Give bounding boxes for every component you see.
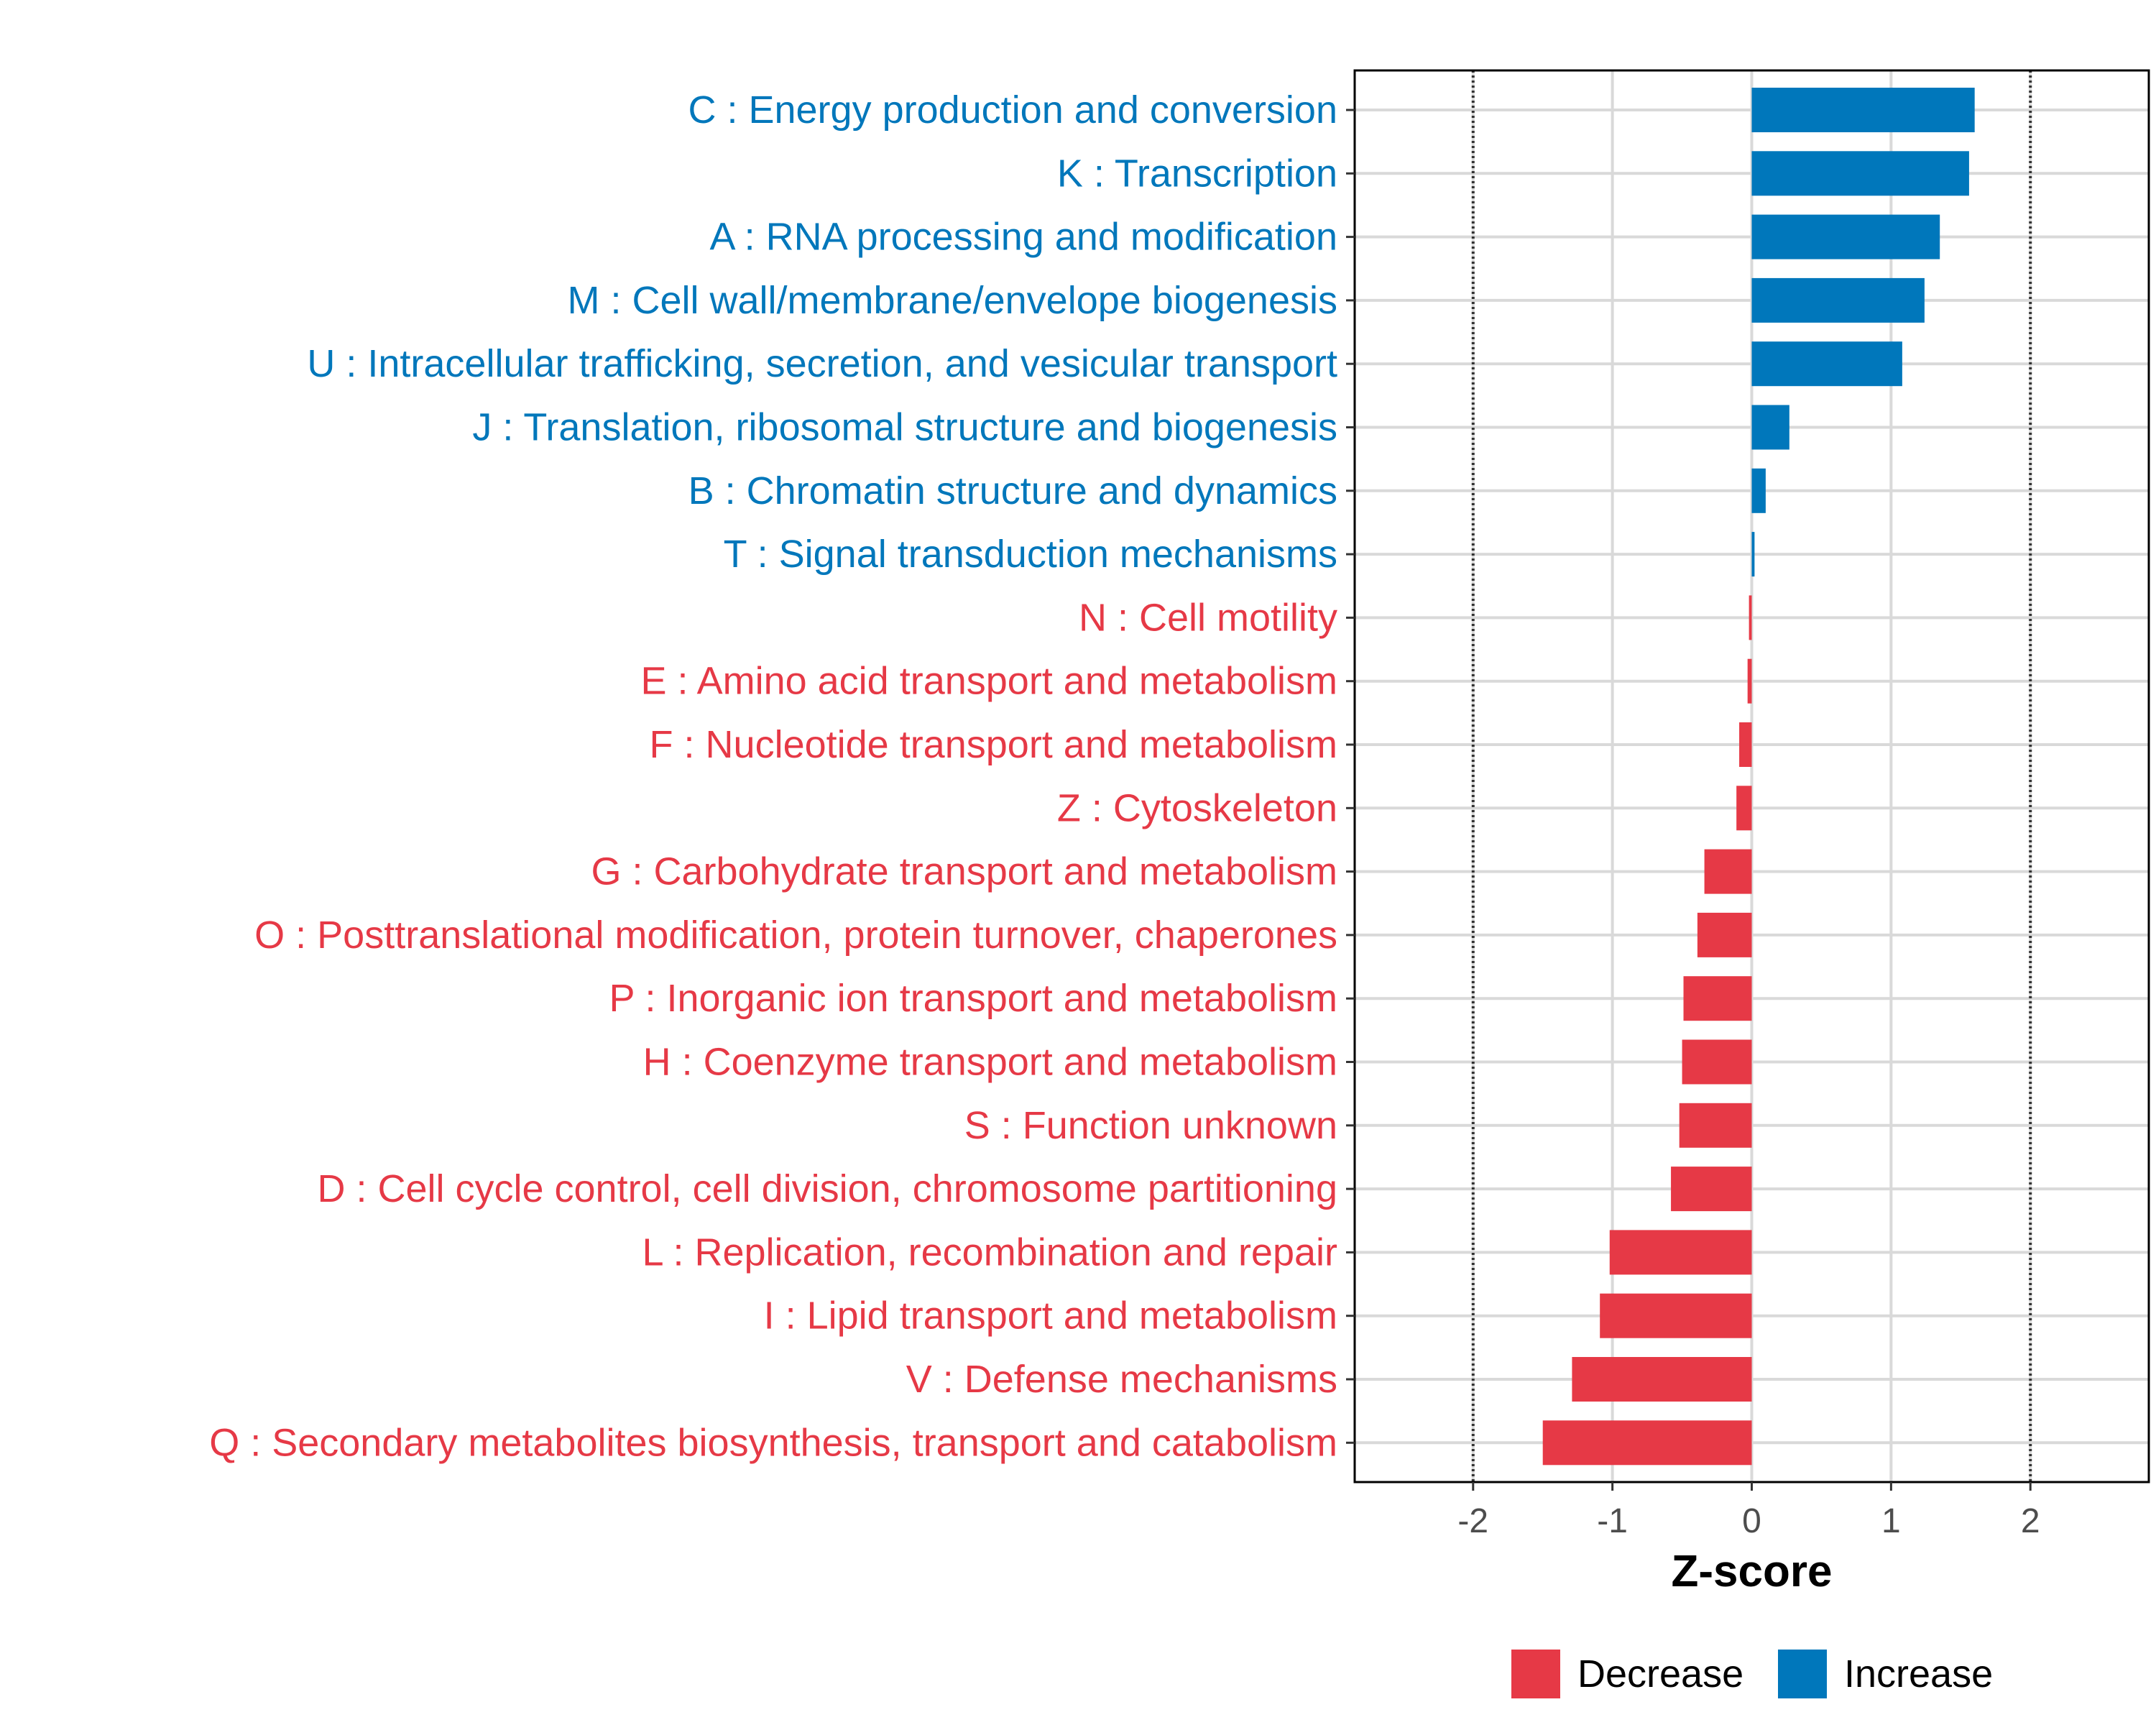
bar: [1671, 1167, 1752, 1212]
x-tick-label: -2: [1457, 1502, 1488, 1540]
bar: [1751, 468, 1766, 513]
legend-swatch: [1778, 1650, 1827, 1698]
category-label: H : Coenzyme transport and metabolism: [643, 1041, 1337, 1084]
x-tick-label: -1: [1597, 1502, 1628, 1540]
x-tick-label: 0: [1742, 1502, 1761, 1540]
category-label: T : Signal transduction mechanisms: [724, 533, 1337, 576]
reference-lines: [1471, 70, 2032, 1482]
category-label: M : Cell wall/membrane/envelope biogenes…: [567, 279, 1337, 322]
legend-label: Increase: [1844, 1652, 1993, 1696]
category-label: A : RNA processing and modification: [710, 216, 1337, 259]
category-label: L : Replication, recombination and repai…: [642, 1230, 1337, 1274]
bar: [1572, 1357, 1752, 1402]
category-label: P : Inorganic ion transport and metaboli…: [609, 977, 1337, 1020]
bars: [1542, 88, 1975, 1466]
bar: [1542, 1420, 1752, 1466]
category-label: G : Carbohydrate transport and metabolis…: [591, 850, 1338, 893]
x-tick-label: 2: [2021, 1502, 2040, 1540]
bar: [1704, 849, 1752, 894]
category-label: S : Function unknown: [964, 1104, 1337, 1147]
bar: [1739, 722, 1752, 767]
category-label: Z : Cytoskeleton: [1057, 786, 1337, 829]
x-tick-label: 1: [1881, 1502, 1901, 1540]
x-axis-title: Z-score: [1672, 1547, 1833, 1596]
bar: [1751, 88, 1975, 132]
bar: [1679, 1103, 1752, 1148]
y-axis-ticks: [1346, 109, 1355, 1444]
category-label: U : Intracellular trafficking, secretion…: [307, 342, 1337, 385]
bar: [1751, 151, 1969, 196]
bar: [1751, 277, 1925, 323]
category-label: D : Cell cycle control, cell division, c…: [317, 1167, 1337, 1210]
category-label: J : Translation, ribosomal structure and…: [472, 406, 1337, 449]
x-axis-ticks: -2 -1 0 1 2: [1457, 1482, 2040, 1540]
category-label: E : Amino acid transport and metabolism: [641, 660, 1337, 703]
category-label: K : Transcription: [1057, 152, 1337, 195]
bar: [1683, 976, 1752, 1021]
category-label: C : Energy production and conversion: [688, 88, 1337, 132]
category-label: I : Lipid transport and metabolism: [764, 1294, 1337, 1338]
y-axis-category-labels: C : Energy production and conversion K : …: [209, 88, 1337, 1464]
bar: [1751, 532, 1755, 577]
bar: [1600, 1293, 1752, 1338]
legend-label: Decrease: [1577, 1652, 1743, 1696]
category-label: F : Nucleotide transport and metabolism: [650, 723, 1337, 766]
category-label: V : Defense mechanisms: [906, 1358, 1337, 1401]
legend: Decrease Increase: [1511, 1650, 1993, 1698]
legend-swatch: [1511, 1650, 1560, 1698]
category-label: N : Cell motility: [1079, 596, 1337, 639]
bar: [1747, 658, 1752, 704]
bar: [1749, 595, 1752, 640]
bar: [1751, 341, 1902, 387]
category-label: B : Chromatin structure and dynamics: [688, 469, 1337, 512]
bar: [1697, 912, 1752, 957]
bar: [1609, 1230, 1752, 1275]
bar: [1751, 214, 1940, 259]
bar: [1682, 1039, 1752, 1085]
category-label: O : Posttranslational modification, prot…: [254, 914, 1337, 957]
bar: [1751, 405, 1789, 450]
category-label: Q : Secondary metabolites biosynthesis, …: [209, 1421, 1337, 1464]
bar: [1736, 786, 1752, 831]
